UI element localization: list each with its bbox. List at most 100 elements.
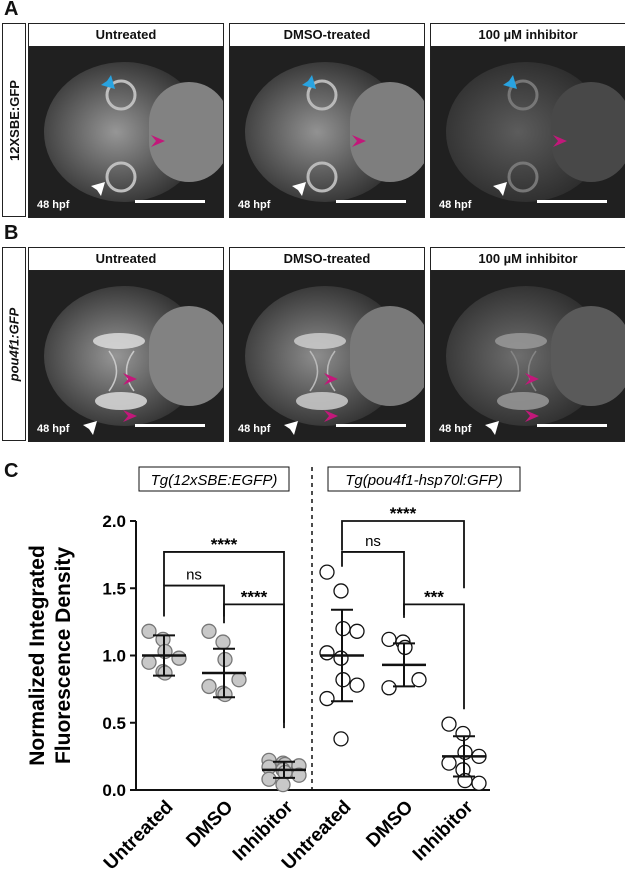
- scale-bar: [537, 200, 607, 203]
- side-label-a-text: 12XSBE:GFP: [6, 79, 22, 161]
- tile-a-0: Untreated 48 hpf: [28, 23, 224, 218]
- significance-bracket: [341, 520, 465, 589]
- data-point: [201, 678, 217, 695]
- magenta-arrowhead: [151, 135, 165, 147]
- data-point: [381, 680, 397, 696]
- tile-title: Untreated: [29, 248, 223, 271]
- scale-bar: [336, 200, 406, 203]
- data-point: [231, 672, 247, 688]
- tile-b-2: 100 µM inhibitor 48 hpf: [430, 247, 625, 442]
- blue-arrowhead: [503, 75, 517, 89]
- scale-bar: [336, 424, 406, 427]
- data-point: [471, 775, 487, 791]
- magenta-arrowhead: [553, 135, 567, 147]
- y-tick-label: 1.5: [102, 579, 126, 598]
- category-label: Untreated: [100, 797, 178, 875]
- side-label-b: pou4f1:GFP: [2, 247, 26, 441]
- y-tick-label: 0.5: [102, 714, 126, 733]
- data-point: [201, 623, 217, 639]
- blue-arrowhead: [101, 75, 115, 89]
- data-point: [171, 650, 187, 666]
- white-arrowhead: [91, 182, 105, 196]
- tile-title: 100 µM inhibitor: [431, 248, 625, 271]
- white-arrowhead: [485, 421, 499, 435]
- micrograph: 48 hpf: [431, 47, 625, 217]
- group-title: Tg(12xSBE:EGFP): [151, 472, 278, 489]
- white-arrowhead: [83, 421, 97, 435]
- micrograph: 48 hpf: [29, 271, 223, 441]
- tile-b-0: Untreated 48 hpf: [28, 247, 224, 442]
- scale-bar: [135, 424, 205, 427]
- stage-label: 48 hpf: [238, 423, 271, 435]
- stage-label: 48 hpf: [37, 423, 70, 435]
- data-point: [411, 672, 427, 688]
- data-point: [319, 690, 335, 707]
- significance-label: ****: [390, 504, 417, 523]
- panel-letter-b: B: [4, 222, 19, 244]
- magenta-arrowhead: [525, 373, 539, 385]
- tile-b-1: DMSO-treated 48 hpf: [229, 247, 425, 442]
- significance-bracket: [163, 584, 225, 617]
- y-tick-label: 2.0: [102, 512, 126, 531]
- data-point: [141, 623, 157, 639]
- data-point: [319, 564, 335, 580]
- magenta-arrowhead: [123, 373, 137, 385]
- significance-label: ns: [186, 567, 202, 584]
- data-point: [275, 776, 291, 793]
- category-label: DMSO: [182, 797, 237, 852]
- tile-title: DMSO-treated: [230, 248, 424, 271]
- stage-label: 48 hpf: [439, 199, 472, 211]
- data-point: [215, 634, 231, 650]
- tile-a-2: 100 µM inhibitor 48 hpf: [430, 23, 625, 218]
- group-title: Tg(pou4f1-hsp70l:GFP): [345, 472, 503, 489]
- data-point: [349, 623, 365, 639]
- white-arrowhead: [292, 182, 306, 196]
- tile-a-1: DMSO-treated 48 hpf: [229, 23, 425, 218]
- magenta-arrowhead: [352, 135, 366, 147]
- panel-letter-c: C: [4, 460, 19, 482]
- white-arrowhead: [284, 421, 298, 435]
- data-point: [333, 731, 349, 747]
- side-label-b-text: pou4f1:GFP: [6, 307, 22, 381]
- significance-bracket: [223, 603, 285, 729]
- data-point: [441, 716, 457, 732]
- blue-arrowhead: [302, 75, 316, 89]
- data-point: [141, 654, 157, 670]
- data-point: [319, 645, 335, 661]
- significance-label: ****: [211, 535, 238, 554]
- significance-bracket: [341, 551, 405, 616]
- stage-label: 48 hpf: [238, 199, 271, 211]
- micrograph: 48 hpf: [431, 271, 625, 441]
- magenta-arrowhead: [324, 410, 338, 422]
- micrograph: 48 hpf: [230, 271, 424, 441]
- data-point: [441, 755, 457, 771]
- white-arrowhead: [493, 182, 507, 196]
- tile-title: 100 µM inhibitor: [431, 24, 625, 47]
- y-axis-label: Normalized Integrated Fluorescence Densit…: [26, 545, 75, 766]
- scale-bar: [135, 200, 205, 203]
- significance-bracket: [403, 603, 465, 710]
- significance-label: ns: [365, 533, 381, 550]
- scale-bar: [537, 424, 607, 427]
- magenta-arrowhead: [324, 373, 338, 385]
- side-label-a: 12XSBE:GFP: [2, 23, 26, 217]
- tile-title: Untreated: [29, 24, 223, 47]
- data-point: [261, 771, 277, 787]
- magenta-arrowhead: [525, 410, 539, 422]
- magenta-arrowhead: [123, 410, 137, 422]
- data-point: [291, 767, 307, 783]
- data-point: [333, 583, 349, 599]
- significance-bracket: [163, 551, 285, 723]
- y-tick-label: 1.0: [102, 647, 126, 666]
- y-tick-label: 0.0: [102, 781, 126, 800]
- significance-label: ***: [424, 587, 444, 606]
- data-point: [349, 677, 365, 693]
- micrograph: 48 hpf: [29, 47, 223, 217]
- stage-label: 48 hpf: [37, 199, 70, 211]
- micrograph: 48 hpf: [230, 47, 424, 217]
- category-label: DMSO: [362, 797, 417, 852]
- panel-letter-a: A: [4, 0, 19, 20]
- group-title-box: [327, 466, 521, 492]
- category-label: Inhibitor: [409, 796, 478, 865]
- stage-label: 48 hpf: [439, 423, 472, 435]
